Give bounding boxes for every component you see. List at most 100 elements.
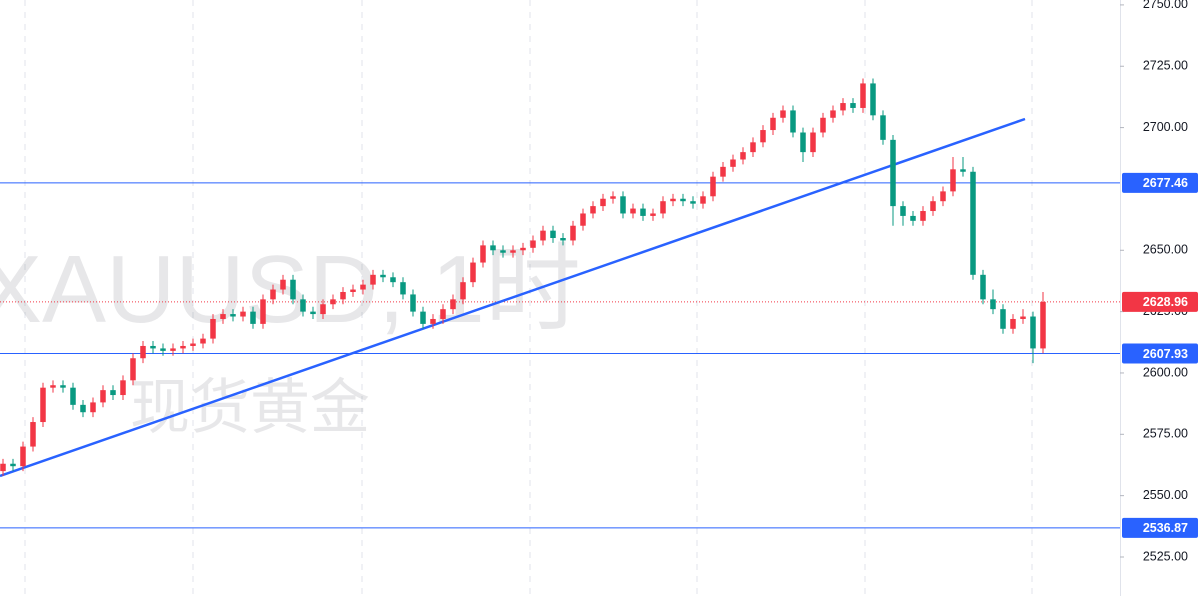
price-label-box: [1122, 291, 1198, 312]
y-tick-label: 2725.00: [1143, 59, 1188, 73]
candle-body: [90, 402, 96, 413]
candle-body: [980, 274, 986, 300]
candle-body: [450, 299, 456, 310]
candle-body: [860, 83, 866, 108]
price-label-box: [1122, 517, 1198, 538]
candle-body: [1010, 318, 1016, 329]
candle-body: [870, 83, 876, 116]
candle-body: [210, 318, 216, 339]
candle-body: [190, 343, 196, 346]
y-tick-label: 2750.00: [1143, 0, 1188, 11]
price-axis: 2525.002550.002575.002600.002625.002650.…: [1120, 0, 1198, 563]
candle-body: [730, 159, 736, 167]
y-tick-label: 2525.00: [1143, 549, 1188, 563]
candle-body: [920, 211, 926, 221]
candle-body: [600, 198, 606, 207]
candle-body: [410, 294, 416, 312]
candle-body: [510, 250, 516, 253]
candle-body: [220, 314, 226, 319]
candle-body: [740, 152, 746, 160]
candle-body: [1030, 316, 1036, 349]
candle-body: [430, 318, 436, 324]
candle-body: [930, 201, 936, 212]
trend-line: [0, 117, 1026, 478]
candle-body: [780, 110, 786, 118]
candle-body: [810, 132, 816, 153]
candle-body: [570, 225, 576, 241]
candle-body: [0, 463, 6, 472]
y-tick-label: 2600.00: [1143, 365, 1188, 379]
candle-body: [300, 299, 306, 312]
candle-body: [390, 277, 396, 283]
candle-body: [720, 166, 726, 177]
candle-body: [760, 130, 766, 143]
candle-body: [970, 171, 976, 275]
candle-body: [360, 284, 366, 290]
candle-body: [10, 463, 16, 467]
candle-body: [540, 230, 546, 241]
candle-body: [130, 358, 136, 381]
candle-body: [750, 142, 756, 153]
candle-body: [790, 110, 796, 133]
candle-body: [990, 299, 996, 310]
candle-body: [630, 208, 636, 214]
candle-body: [480, 245, 486, 263]
candle-body: [260, 299, 266, 324]
candle-body: [800, 132, 806, 153]
candle-body: [700, 196, 706, 204]
candle-body: [310, 311, 316, 315]
candle-body: [1040, 301, 1046, 349]
candle-body: [120, 380, 126, 396]
candle-body: [440, 309, 446, 319]
candle-body: [710, 176, 716, 197]
candle-body: [110, 390, 116, 396]
candle-body: [500, 250, 506, 253]
candle-body: [270, 289, 276, 300]
candle-body: [610, 196, 616, 199]
candle-body: [70, 387, 76, 405]
candle-body: [20, 446, 26, 467]
y-tick-label: 2650.00: [1143, 243, 1188, 257]
candle-body: [960, 169, 966, 172]
candle-body: [1020, 316, 1026, 319]
candle-body: [770, 117, 776, 131]
candle-body: [620, 196, 626, 214]
candle-body: [670, 198, 676, 202]
y-tick-label: 2550.00: [1143, 488, 1188, 502]
candle-body: [80, 404, 86, 413]
candle-body: [40, 387, 46, 423]
candle-body: [320, 304, 326, 315]
candle-body: [330, 299, 336, 305]
candle-body: [900, 206, 906, 216]
price-label: 2677.46: [1143, 176, 1188, 190]
candle-body: [250, 311, 256, 324]
candle-body: [420, 311, 426, 324]
price-lines: [0, 182, 1120, 529]
candle-body: [560, 238, 566, 241]
price-label: 2536.87: [1143, 521, 1188, 535]
candle-body: [100, 390, 106, 403]
candle-body: [890, 139, 896, 207]
candle-body: [830, 110, 836, 118]
candle-body: [690, 201, 696, 204]
candle-body: [580, 213, 586, 226]
candle-body: [170, 348, 176, 351]
candle-body: [200, 338, 206, 344]
candle-body: [230, 314, 236, 317]
candle-body: [680, 198, 686, 202]
candle-body: [850, 103, 856, 108]
y-tick-label: 2700.00: [1143, 120, 1188, 134]
candle-body: [820, 117, 826, 133]
candle-body: [530, 240, 536, 248]
candle-body: [30, 422, 36, 447]
candles: [0, 78, 1046, 477]
watermark-name: 现货黄金: [130, 374, 370, 441]
candle-body: [60, 385, 66, 388]
candle-body: [520, 247, 526, 251]
candle-body: [150, 345, 156, 349]
candle-body: [1000, 309, 1006, 329]
candle-body: [240, 311, 246, 317]
candle-body: [140, 345, 146, 359]
